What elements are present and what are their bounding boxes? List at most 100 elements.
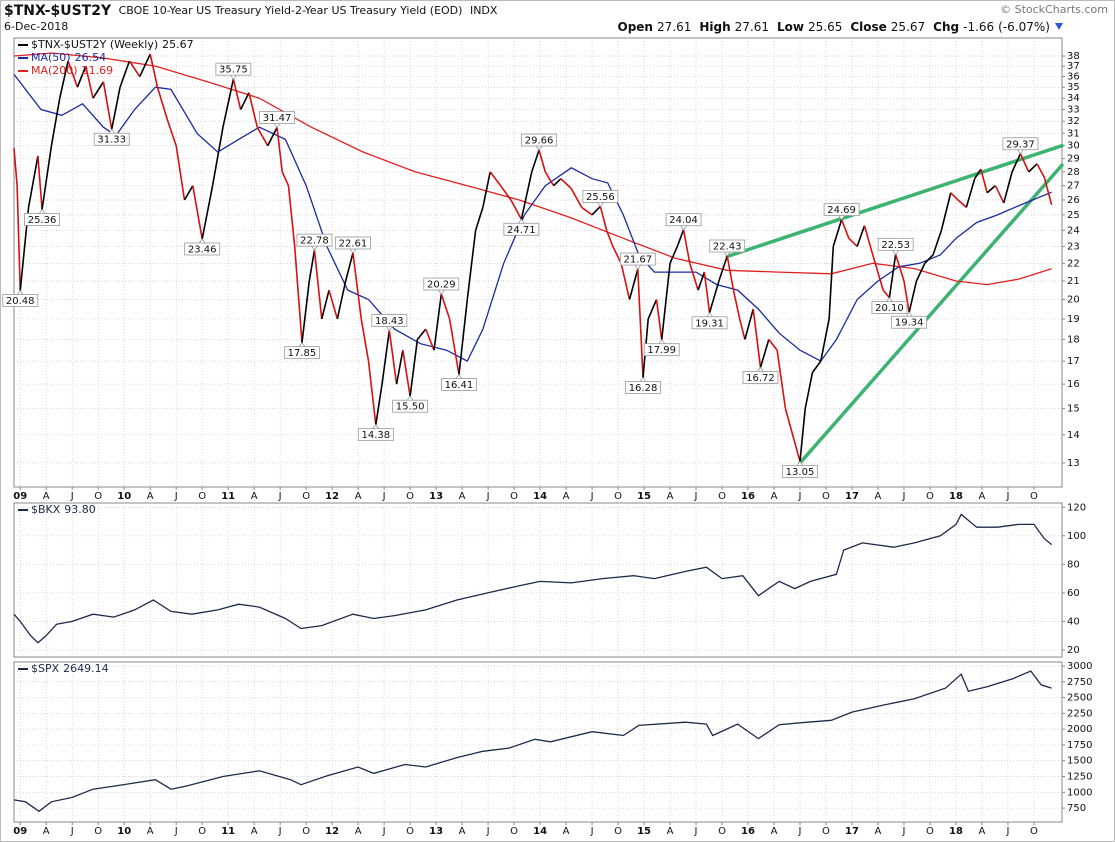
- label-pointer: [311, 245, 318, 251]
- y-tick-label: 37: [1067, 61, 1080, 72]
- legend-entry: $TNX-$UST2Y (Weekly) 25.67: [31, 38, 194, 51]
- price-segment: [768, 338, 778, 351]
- label-box: [871, 301, 908, 315]
- label-box: [184, 242, 221, 256]
- label-box: [742, 371, 779, 384]
- price-segment: [256, 126, 269, 147]
- label-pointer: [230, 74, 237, 80]
- price-segment: [872, 254, 884, 291]
- point-label: 22.53: [881, 240, 910, 251]
- x-tick-label: O: [94, 826, 102, 837]
- price-segment: [222, 79, 235, 128]
- price-segment: [820, 318, 830, 362]
- label-box: [665, 213, 702, 227]
- price-segment: [388, 330, 398, 385]
- y-tick-label: 100: [1067, 531, 1086, 542]
- x-tick-label: 15: [637, 826, 651, 837]
- series-line: [13, 513, 1053, 644]
- x-tick-label: J: [174, 826, 178, 837]
- label-pointer: [706, 312, 713, 318]
- label-pointer: [723, 251, 731, 257]
- price-segment: [950, 192, 959, 201]
- label-pointer: [1017, 149, 1024, 155]
- x-tick-label: 18: [949, 826, 963, 837]
- price-segment: [67, 60, 79, 88]
- x-tick-label: O: [614, 826, 622, 837]
- x-tick-label: A: [459, 826, 466, 837]
- price-segment: [924, 254, 934, 264]
- y-tick-label: 750: [1067, 803, 1086, 814]
- label-box: [93, 132, 130, 146]
- y-tick-label: 31: [1067, 128, 1080, 139]
- price-segment: [352, 252, 363, 320]
- point-label: 24.69: [827, 205, 856, 216]
- price-segment: [50, 98, 61, 146]
- y-tick-label: 35: [1067, 82, 1080, 93]
- y-tick-label: 1000: [1067, 787, 1092, 798]
- price-segment: [1003, 171, 1013, 204]
- label-pointer: [886, 296, 893, 302]
- label-pointer: [273, 123, 281, 129]
- x-tick-label: J: [1005, 491, 1009, 502]
- price-segment: [637, 269, 644, 378]
- y-tick-label: 36: [1067, 72, 1080, 83]
- price-segment: [239, 92, 250, 110]
- point-label: 22.61: [339, 238, 368, 249]
- price-segment: [375, 384, 383, 425]
- x-tick-label: 14: [533, 826, 547, 837]
- x-tick-label: J: [70, 491, 74, 502]
- point-label: 20.10: [875, 303, 904, 314]
- price-segment: [466, 230, 477, 300]
- x-tick-label: 09: [13, 491, 27, 502]
- price-segment: [738, 318, 746, 340]
- x-tick-label: A: [667, 491, 674, 502]
- label-pointer: [298, 341, 306, 347]
- label-box: [357, 428, 394, 442]
- series-line: [13, 670, 1052, 813]
- price-segment: [986, 185, 996, 194]
- point-label: 14.38: [361, 430, 390, 441]
- label-pointer: [455, 373, 463, 379]
- series-line: [13, 52, 1052, 286]
- legend-value: 93.80: [64, 503, 96, 516]
- point-label: 16.72: [746, 373, 775, 384]
- label-pointer: [198, 238, 206, 244]
- x-tick-label: 11: [221, 491, 235, 502]
- x-tick-label: J: [278, 826, 282, 837]
- price-segment: [840, 219, 850, 239]
- price-segment: [276, 127, 284, 172]
- y-tick-label: 29: [1067, 154, 1080, 165]
- label-pointer: [892, 250, 899, 255]
- price-segment: [232, 78, 242, 110]
- x-tick-label: A: [875, 491, 882, 502]
- price-segment: [612, 246, 622, 264]
- quote-label: Close: [850, 20, 886, 34]
- price-segment: [848, 237, 858, 248]
- price-segment: [175, 145, 186, 201]
- price-segment: [570, 188, 583, 208]
- y-tick-label: 80: [1067, 559, 1080, 570]
- price-segment: [605, 230, 614, 247]
- x-tick-label: O: [302, 826, 310, 837]
- point-label: 16.28: [629, 383, 658, 394]
- symbol: $TNX-$UST2Y: [4, 3, 112, 19]
- x-tick-label: J: [590, 826, 594, 837]
- x-tick-label: A: [147, 826, 154, 837]
- y-tick-label: 14: [1067, 430, 1080, 441]
- price-segment: [689, 263, 699, 291]
- price-segment: [13, 148, 18, 186]
- x-tick-label: A: [251, 491, 258, 502]
- label-pointer: [437, 289, 445, 295]
- label-pointer: [838, 215, 845, 221]
- x-tick-label: 09: [13, 826, 27, 837]
- x-tick-label: O: [1030, 491, 1038, 502]
- y-tick-label: 23: [1067, 241, 1080, 252]
- label-pointer: [535, 145, 543, 151]
- price-segment: [708, 280, 720, 314]
- price-segment: [499, 185, 512, 201]
- y-tick-label: 34: [1067, 93, 1080, 104]
- label-box: [691, 316, 728, 330]
- label-box: [521, 133, 557, 147]
- price-segment: [281, 171, 290, 186]
